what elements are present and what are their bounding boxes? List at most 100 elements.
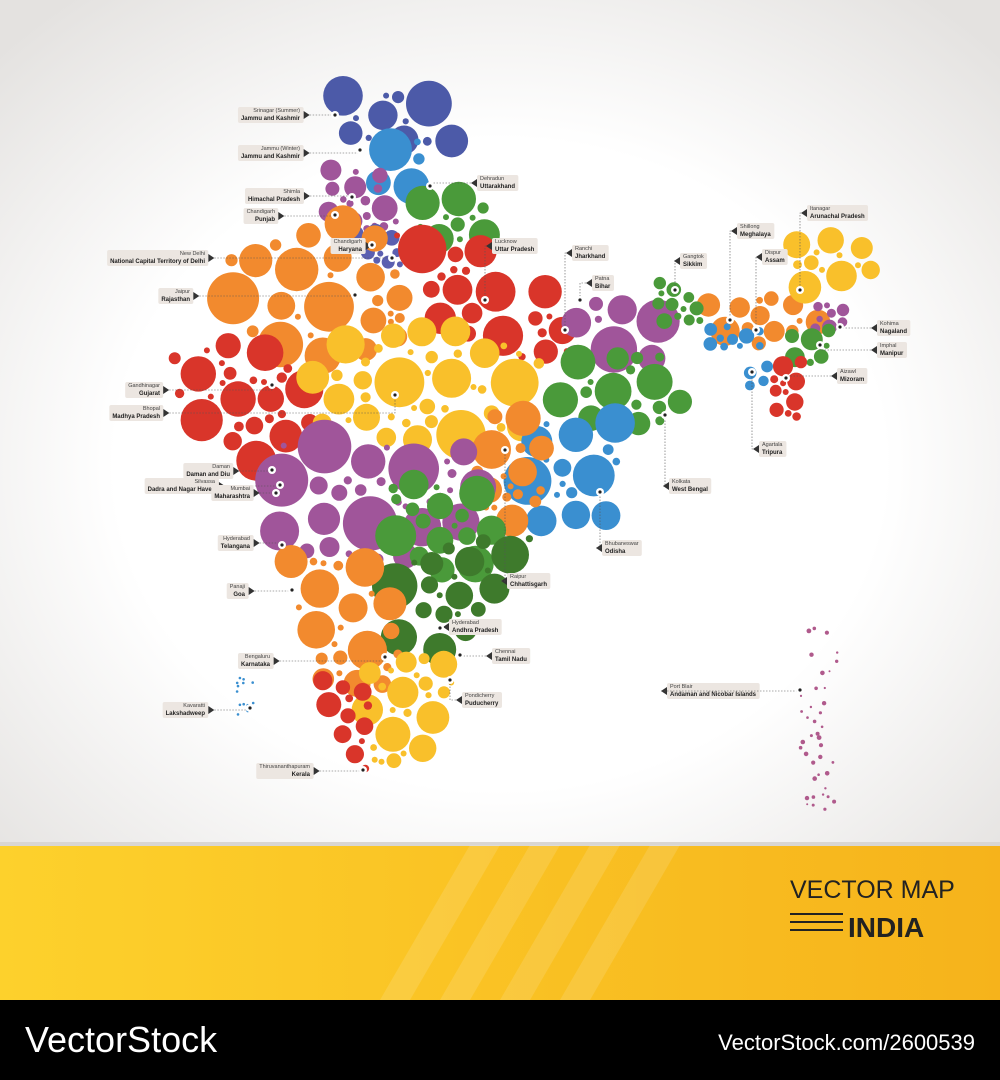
capital-dot: [483, 298, 487, 302]
capital-name: Silvassa: [195, 479, 216, 485]
capital-dot: [750, 370, 754, 374]
map-circle: [405, 502, 420, 517]
map-circle: [441, 181, 476, 217]
map-circle: [246, 334, 284, 372]
label-box: [877, 342, 907, 358]
map-circle: [704, 323, 718, 336]
map-circle: [441, 405, 449, 413]
map-circle: [336, 670, 343, 677]
map-circle: [255, 453, 309, 507]
state-name: Jammu and Kashmir: [241, 154, 301, 160]
map-circle: [761, 360, 773, 373]
map-circle: [396, 261, 403, 268]
capital-dot: [353, 293, 357, 297]
map-circle: [729, 297, 750, 318]
map-circle: [333, 560, 344, 571]
leader-line: [751, 372, 753, 450]
island-dot: [836, 651, 839, 654]
map-circle: [794, 355, 808, 369]
state-label: Shimla Himachal Pradesh: [244, 188, 356, 204]
island-dot: [826, 795, 830, 799]
map-circle: [375, 515, 417, 557]
map-circle: [325, 181, 340, 196]
capital-dot: [428, 184, 432, 188]
label-arrow: [486, 652, 492, 660]
state-name: Madhya Pradesh: [112, 414, 160, 420]
map-circle: [407, 349, 414, 356]
label-box: [330, 238, 366, 254]
state-name: Daman and Diu: [186, 472, 230, 478]
island-dot: [831, 761, 835, 764]
state-label: Port Blair Andaman and Nicobar Islands: [661, 683, 804, 699]
state-label: Imphal Manipur: [816, 341, 907, 358]
capital-name: Raipur: [510, 574, 526, 580]
island-dot: [251, 701, 255, 705]
map-circle: [422, 136, 432, 146]
map-circle: [602, 444, 614, 455]
capital-dot: [390, 256, 394, 260]
map-circle: [402, 118, 409, 125]
label-arrow: [208, 254, 215, 262]
map-circle: [756, 342, 764, 350]
label-arrow: [801, 209, 807, 217]
label-arrow: [731, 227, 737, 235]
map-circle: [269, 419, 303, 453]
map-circle: [450, 217, 465, 232]
label-box: [158, 288, 194, 304]
map-circle: [220, 381, 256, 417]
capital-name: New Delhi: [180, 251, 205, 257]
capital-name: Jaipur: [175, 289, 190, 295]
map-circle: [345, 548, 385, 587]
map-circle: [383, 92, 390, 99]
map-circle: [174, 388, 185, 399]
state-label: Dehradun Uttarakhand: [426, 175, 519, 191]
state-name: Puducherry: [465, 701, 499, 707]
capital-name: Dispur: [765, 250, 781, 256]
map-circle: [352, 168, 359, 175]
capital-dot: [448, 678, 452, 682]
state-name: Tripura: [762, 450, 783, 456]
label-box: [449, 619, 502, 635]
capital-name: Mumbai: [230, 486, 250, 492]
leader-line: [663, 415, 666, 487]
island-dot: [818, 754, 823, 760]
map-circle: [407, 317, 437, 347]
capital-dot: [248, 706, 252, 710]
map-circle: [315, 652, 328, 665]
capital-name: Chennai: [495, 649, 516, 655]
map-circle: [769, 384, 782, 397]
map-circle: [425, 692, 432, 699]
map-circle: [398, 224, 447, 274]
state-label: Mumbai Maharashtra: [211, 485, 280, 501]
map-circle: [528, 275, 562, 309]
map-circle: [295, 604, 302, 611]
capital-dot: [270, 383, 274, 387]
map-circle: [283, 364, 293, 373]
map-circle: [459, 475, 495, 512]
state-name: Haryana: [338, 247, 362, 253]
map-circle: [320, 560, 327, 567]
island-dot: [803, 751, 809, 757]
map-circle: [525, 505, 557, 537]
map-circle: [386, 753, 402, 769]
map-circle: [373, 587, 407, 621]
island-dot: [812, 626, 817, 631]
map-circle: [416, 701, 450, 734]
map-circle: [537, 328, 547, 338]
capital-name: Patna: [595, 276, 610, 282]
label-box: [237, 145, 304, 161]
island-dot: [815, 731, 820, 736]
label-arrow: [233, 467, 240, 475]
map-circle: [353, 683, 372, 701]
capital-name: Shimla: [283, 189, 301, 195]
label-box: [477, 175, 519, 191]
map-circle: [533, 358, 545, 369]
island-dot: [809, 705, 813, 709]
map-circle: [353, 403, 380, 431]
label-arrow: [566, 249, 572, 257]
label-arrow: [663, 482, 669, 490]
map-circle: [529, 495, 542, 508]
background: [0, 0, 1000, 845]
state-label: Bhubaneswar Odisha: [596, 488, 642, 556]
island-dot: [821, 701, 827, 706]
